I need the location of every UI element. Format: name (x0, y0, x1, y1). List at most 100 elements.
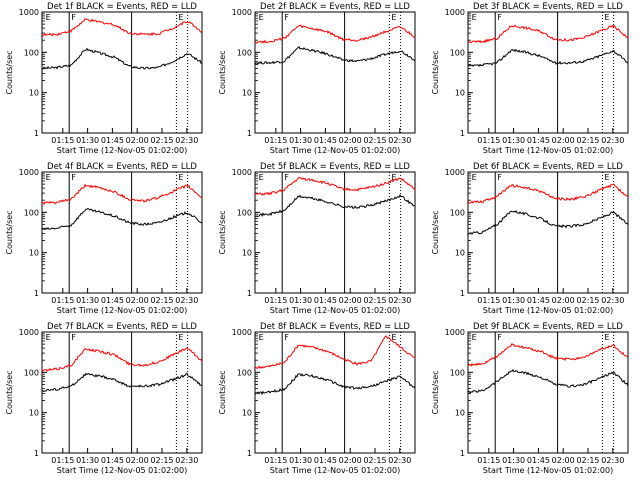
interval-marker-letter: F (71, 13, 76, 22)
y-axis-label: Counts/sec (431, 210, 440, 254)
series-lld-line (41, 347, 203, 372)
x-tick-label: 01:45 (314, 136, 337, 145)
series-events-line (254, 373, 416, 396)
x-tick-label: 02:15 (576, 296, 599, 305)
y-tick-label: 10 (29, 249, 39, 258)
x-tick-label: 02:00 (339, 136, 362, 145)
series-lld-line (41, 18, 203, 37)
y-tick-label: 10 (455, 249, 465, 258)
chart-title: Det 5f BLACK = Events, RED = LLD (260, 162, 410, 172)
x-tick-label: 01:30 (289, 456, 312, 465)
y-axis-label: Counts/sec (5, 210, 14, 254)
series-lld-line (467, 24, 629, 44)
x-tick-label: 01:15 (477, 296, 500, 305)
x-tick-label: 01:15 (264, 296, 287, 305)
interval-marker-letter: E (259, 13, 264, 22)
x-tick-label: 02:00 (552, 296, 575, 305)
series-lld-line (254, 335, 416, 370)
y-tick-label: 100 (24, 368, 39, 377)
y-tick-label: 1000 (232, 168, 252, 177)
x-tick-label: 01:15 (51, 296, 74, 305)
interval-marker-letter: E (472, 173, 477, 182)
interval-marker-letter: E (178, 333, 183, 342)
x-axis-label: Start Time (12-Nov-05 01:02:00) (483, 146, 613, 155)
x-tick-label: 01:15 (477, 456, 500, 465)
y-tick-label: 10 (242, 89, 252, 98)
x-tick-label: 01:45 (101, 456, 124, 465)
interval-marker-letter: F (284, 13, 289, 22)
x-tick-label: 02:15 (150, 296, 173, 305)
interval-marker-letter: E (259, 173, 264, 182)
y-tick-label: 1 (247, 289, 252, 298)
chart-svg: Det 1f BLACK = Events, RED = LLD 1 10 100 10… (5, 2, 203, 155)
x-tick-label: 02:30 (388, 296, 411, 305)
x-tick-label: 02:30 (601, 296, 624, 305)
x-tick-label: 01:45 (527, 136, 550, 145)
x-tick-label: 02:30 (388, 136, 411, 145)
panel-det-2f: Det 2f BLACK = Events, RED = LLD 1 10 100 10… (213, 0, 426, 160)
x-tick-label: 02:15 (363, 296, 386, 305)
interval-marker-letter: E (472, 13, 477, 22)
x-tick-label: 02:30 (175, 296, 198, 305)
y-tick-label: 10 (29, 89, 39, 98)
interval-marker-letter: E (259, 333, 264, 342)
chart-svg: Det 5f BLACK = Events, RED = LLD 1 10 100 10… (218, 162, 416, 315)
y-tick-label: 100 (237, 368, 252, 377)
series-lld-line (467, 183, 629, 204)
y-tick-label: 1000 (445, 8, 465, 17)
y-tick-label: 100 (24, 208, 39, 217)
x-tick-label: 01:30 (289, 136, 312, 145)
y-tick-label: 1 (247, 449, 252, 458)
y-tick-label: 1000 (445, 328, 465, 337)
x-tick-label: 01:30 (76, 136, 99, 145)
chart-title: Det 1f BLACK = Events, RED = LLD (47, 2, 197, 12)
x-tick-label: 02:00 (126, 136, 149, 145)
x-tick-label: 02:30 (601, 456, 624, 465)
y-tick-label: 100 (237, 48, 252, 57)
x-tick-label: 01:30 (289, 296, 312, 305)
panel-det-9f: Det 9f BLACK = Events, RED = LLD 1 10 100 10… (426, 320, 639, 480)
chart-svg: Det 4f BLACK = Events, RED = LLD 1 10 100 10… (5, 162, 203, 315)
chart-title: Det 8f BLACK = Events, RED = LLD (260, 322, 410, 332)
panel-det-6f: Det 6f BLACK = Events, RED = LLD 1 10 100 10… (426, 160, 639, 320)
x-tick-label: 02:30 (175, 456, 198, 465)
y-axis-label: Counts/sec (5, 370, 14, 414)
panel-det-4f: Det 4f BLACK = Events, RED = LLD 1 10 100 10… (0, 160, 213, 320)
chart-title: Det 2f BLACK = Events, RED = LLD (260, 2, 410, 12)
y-tick-label: 10 (455, 409, 465, 418)
y-tick-label: 10 (242, 409, 252, 418)
x-axis-label: Start Time (12-Nov-05 01:02:00) (57, 306, 187, 315)
panel-det-8f: Det 8f BLACK = Events, RED = LLD 1 10 100 10… (213, 320, 426, 480)
x-tick-label: 01:30 (502, 136, 525, 145)
y-axis-label: Counts/sec (431, 370, 440, 414)
plot-frame (254, 11, 416, 134)
chart-title: Det 7f BLACK = Events, RED = LLD (47, 322, 197, 332)
x-tick-label: 02:30 (601, 136, 624, 145)
y-tick-label: 1 (34, 449, 39, 458)
y-tick-label: 100 (237, 208, 252, 217)
x-tick-label: 01:30 (502, 456, 525, 465)
interval-marker-letter: E (178, 173, 183, 182)
y-axis-label: Counts/sec (218, 210, 227, 254)
chart-title: Det 6f BLACK = Events, RED = LLD (473, 162, 623, 172)
x-tick-label: 02:15 (150, 456, 173, 465)
interval-marker-letter: E (391, 173, 396, 182)
x-axis-label: Start Time (12-Nov-05 01:02:00) (270, 306, 400, 315)
interval-marker-letter: E (472, 333, 477, 342)
interval-marker-letter: E (178, 13, 183, 22)
series-lld-line (41, 183, 203, 205)
series-events-line (254, 45, 416, 65)
interval-marker-letter: F (284, 173, 289, 182)
chart-svg: Det 2f BLACK = Events, RED = LLD 1 10 100 10… (218, 2, 416, 155)
interval-marker-letter: F (497, 173, 502, 182)
series-events-line (41, 372, 202, 393)
x-tick-label: 02:15 (363, 136, 386, 145)
x-tick-label: 01:15 (264, 136, 287, 145)
x-tick-label: 01:15 (264, 456, 287, 465)
chart-svg: Det 8f BLACK = Events, RED = LLD 1 10 100 10… (218, 322, 416, 475)
x-tick-label: 01:45 (101, 296, 124, 305)
y-axis-label: Counts/sec (5, 50, 14, 94)
panel-det-7f: Det 7f BLACK = Events, RED = LLD 1 10 100 10… (0, 320, 213, 480)
interval-marker-letter: E (604, 173, 609, 182)
y-tick-label: 100 (450, 368, 465, 377)
